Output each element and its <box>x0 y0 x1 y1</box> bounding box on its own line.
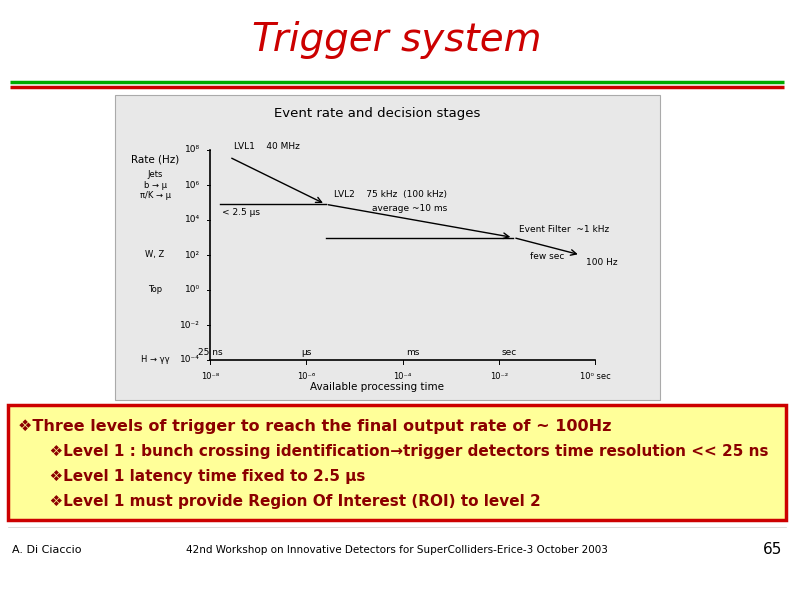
Text: 10⁻²: 10⁻² <box>490 372 508 381</box>
Text: average ~10 ms: average ~10 ms <box>372 204 447 213</box>
Text: μs: μs <box>301 348 311 357</box>
Text: ❖Level 1 latency time fixed to 2.5 μs: ❖Level 1 latency time fixed to 2.5 μs <box>18 469 365 484</box>
Text: 10⁰ sec: 10⁰ sec <box>580 372 611 381</box>
Text: Rate (Hz): Rate (Hz) <box>131 155 179 165</box>
Text: 25 ns: 25 ns <box>198 348 222 357</box>
Text: 10⁻²: 10⁻² <box>180 321 200 330</box>
Text: H → γγ: H → γγ <box>141 355 169 365</box>
Text: < 2.5 μs: < 2.5 μs <box>222 208 260 217</box>
Text: W, Z: W, Z <box>145 250 164 259</box>
Text: ❖Three levels of trigger to reach the final output rate of ~ 100Hz: ❖Three levels of trigger to reach the fi… <box>18 419 611 434</box>
Text: 10⁻⁶: 10⁻⁶ <box>297 372 315 381</box>
Text: Available processing time: Available processing time <box>310 382 445 392</box>
Text: LVL1    40 MHz: LVL1 40 MHz <box>234 142 300 151</box>
Text: 65: 65 <box>762 543 782 558</box>
Text: 10⁶: 10⁶ <box>185 180 200 189</box>
Text: Jets
b → μ
π/K → μ: Jets b → μ π/K → μ <box>140 170 171 200</box>
Text: 42nd Workshop on Innovative Detectors for SuperColliders-Erice-3 October 2003: 42nd Workshop on Innovative Detectors fo… <box>186 545 608 555</box>
Text: 10⁰: 10⁰ <box>185 286 200 295</box>
Text: LVL2    75 kHz  (100 kHz): LVL2 75 kHz (100 kHz) <box>333 190 446 199</box>
Text: ms: ms <box>406 348 419 357</box>
Text: Event Filter  ~1 kHz: Event Filter ~1 kHz <box>519 224 610 233</box>
FancyBboxPatch shape <box>8 405 786 520</box>
Text: Top: Top <box>148 286 162 295</box>
Text: A. Di Ciaccio: A. Di Ciaccio <box>12 545 82 555</box>
Text: ❖Level 1 : bunch crossing identification→trigger detectors time resolution << 25: ❖Level 1 : bunch crossing identification… <box>18 444 769 459</box>
Text: 10⁻⁴: 10⁻⁴ <box>180 355 200 365</box>
Text: few sec: few sec <box>530 252 564 261</box>
Text: 10⁴: 10⁴ <box>185 215 200 224</box>
Text: 100 Hz: 100 Hz <box>585 258 617 267</box>
Text: ❖Level 1 must provide Region Of Interest (ROI) to level 2: ❖Level 1 must provide Region Of Interest… <box>18 494 541 509</box>
Text: Trigger system: Trigger system <box>252 21 542 59</box>
Text: 10⁻⁴: 10⁻⁴ <box>393 372 411 381</box>
Text: Event rate and decision stages: Event rate and decision stages <box>274 107 480 120</box>
Text: 10⁸: 10⁸ <box>185 146 200 155</box>
Bar <box>115 95 660 400</box>
Text: sec: sec <box>501 348 516 357</box>
Text: 10²: 10² <box>185 250 200 259</box>
Text: 10⁻⁸: 10⁻⁸ <box>201 372 219 381</box>
